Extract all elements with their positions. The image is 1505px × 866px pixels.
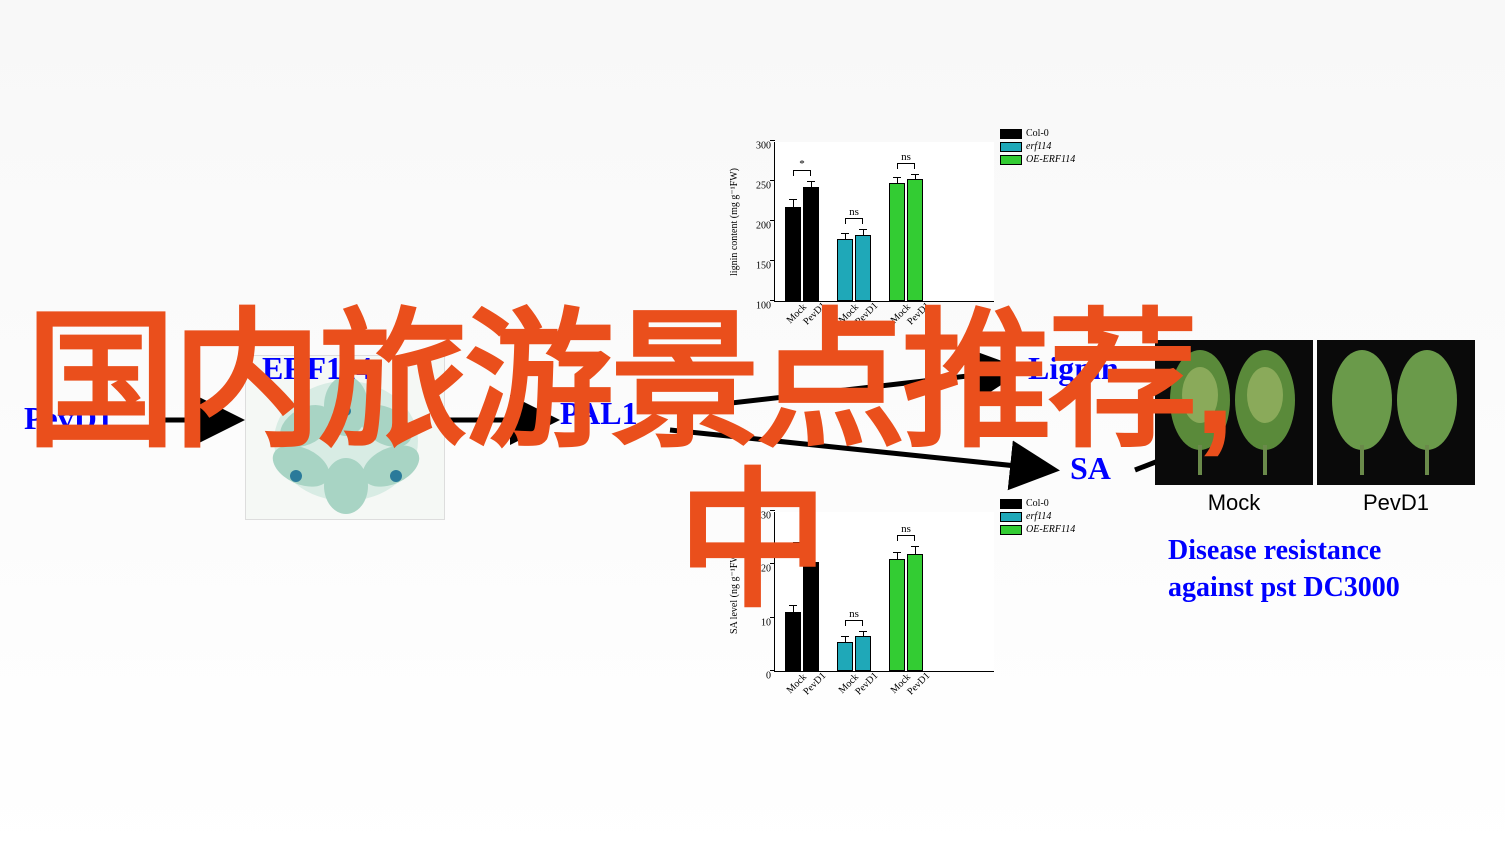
disease-resistance-line2: against pst DC3000 xyxy=(1168,572,1400,604)
bar xyxy=(889,183,905,301)
legend-item: OE-ERF114 xyxy=(1000,524,1075,535)
ytick: 0 xyxy=(766,671,775,682)
legend-item: OE-ERF114 xyxy=(1000,154,1075,165)
xtick: PevD1 xyxy=(853,300,880,327)
legend-item: Col-0 xyxy=(1000,498,1075,509)
xtick: PevD1 xyxy=(801,300,828,327)
bar xyxy=(837,642,853,671)
ytick: 10 xyxy=(761,617,775,628)
ytick: 100 xyxy=(756,301,775,312)
legend-item: erf114 xyxy=(1000,511,1075,522)
bar xyxy=(785,207,801,301)
bar xyxy=(907,554,923,671)
ytick: 20 xyxy=(761,564,775,575)
sig-label: ns xyxy=(897,151,915,163)
disease-resistance-line1: Disease resistance xyxy=(1168,535,1381,567)
bar xyxy=(855,636,871,671)
bar xyxy=(907,179,923,301)
ytick: 150 xyxy=(756,261,775,272)
xtick: PevD1 xyxy=(801,670,828,697)
ytick: 30 xyxy=(761,511,775,522)
node-pal1: PAL1 xyxy=(560,395,638,432)
ytick: 300 xyxy=(756,141,775,152)
sig-label: ns xyxy=(897,523,915,535)
node-sa: SA xyxy=(1070,450,1111,487)
node-lignin: Lignin xyxy=(1028,350,1119,387)
leaf-panel-pevd1 xyxy=(1317,340,1475,485)
bar xyxy=(889,559,905,671)
bar xyxy=(837,239,853,301)
sig-label: ns xyxy=(845,206,863,218)
sa-chart-ylabel: SA level (ng g⁻¹FW) xyxy=(729,550,740,634)
xtick: PevD1 xyxy=(905,300,932,327)
bar xyxy=(785,612,801,671)
leaf-label-mock: Mock xyxy=(1155,490,1313,516)
bar xyxy=(855,235,871,301)
lignin-chart-legend: Col-0 erf114 OE-ERF114 xyxy=(1000,128,1075,167)
lignin-chart: 100150200250300MockPevD1MockPevD1MockPev… xyxy=(774,142,994,302)
legend-item: Col-0 xyxy=(1000,128,1075,139)
bar xyxy=(803,187,819,301)
sig-label: * xyxy=(793,158,811,170)
sa-chart-legend: Col-0 erf114 OE-ERF114 xyxy=(1000,498,1075,537)
sig-label: ns xyxy=(845,608,863,620)
ytick: 200 xyxy=(756,221,775,232)
sa-chart: 0102030MockPevD1MockPevD1MockPevD1*nsns xyxy=(774,512,994,672)
leaf-panel-mock xyxy=(1155,340,1313,485)
xtick: PevD1 xyxy=(905,670,932,697)
leaf-label-pevd1: PevD1 xyxy=(1317,490,1475,516)
node-erf114: ERF114 xyxy=(262,350,372,387)
sig-label: * xyxy=(793,530,811,542)
lignin-chart-ylabel: lignin content (mg g⁻¹FW) xyxy=(729,168,740,276)
node-pevd1: PevD1 xyxy=(24,400,113,437)
ytick: 250 xyxy=(756,181,775,192)
bar xyxy=(803,562,819,671)
legend-item: erf114 xyxy=(1000,141,1075,152)
xtick: PevD1 xyxy=(853,670,880,697)
